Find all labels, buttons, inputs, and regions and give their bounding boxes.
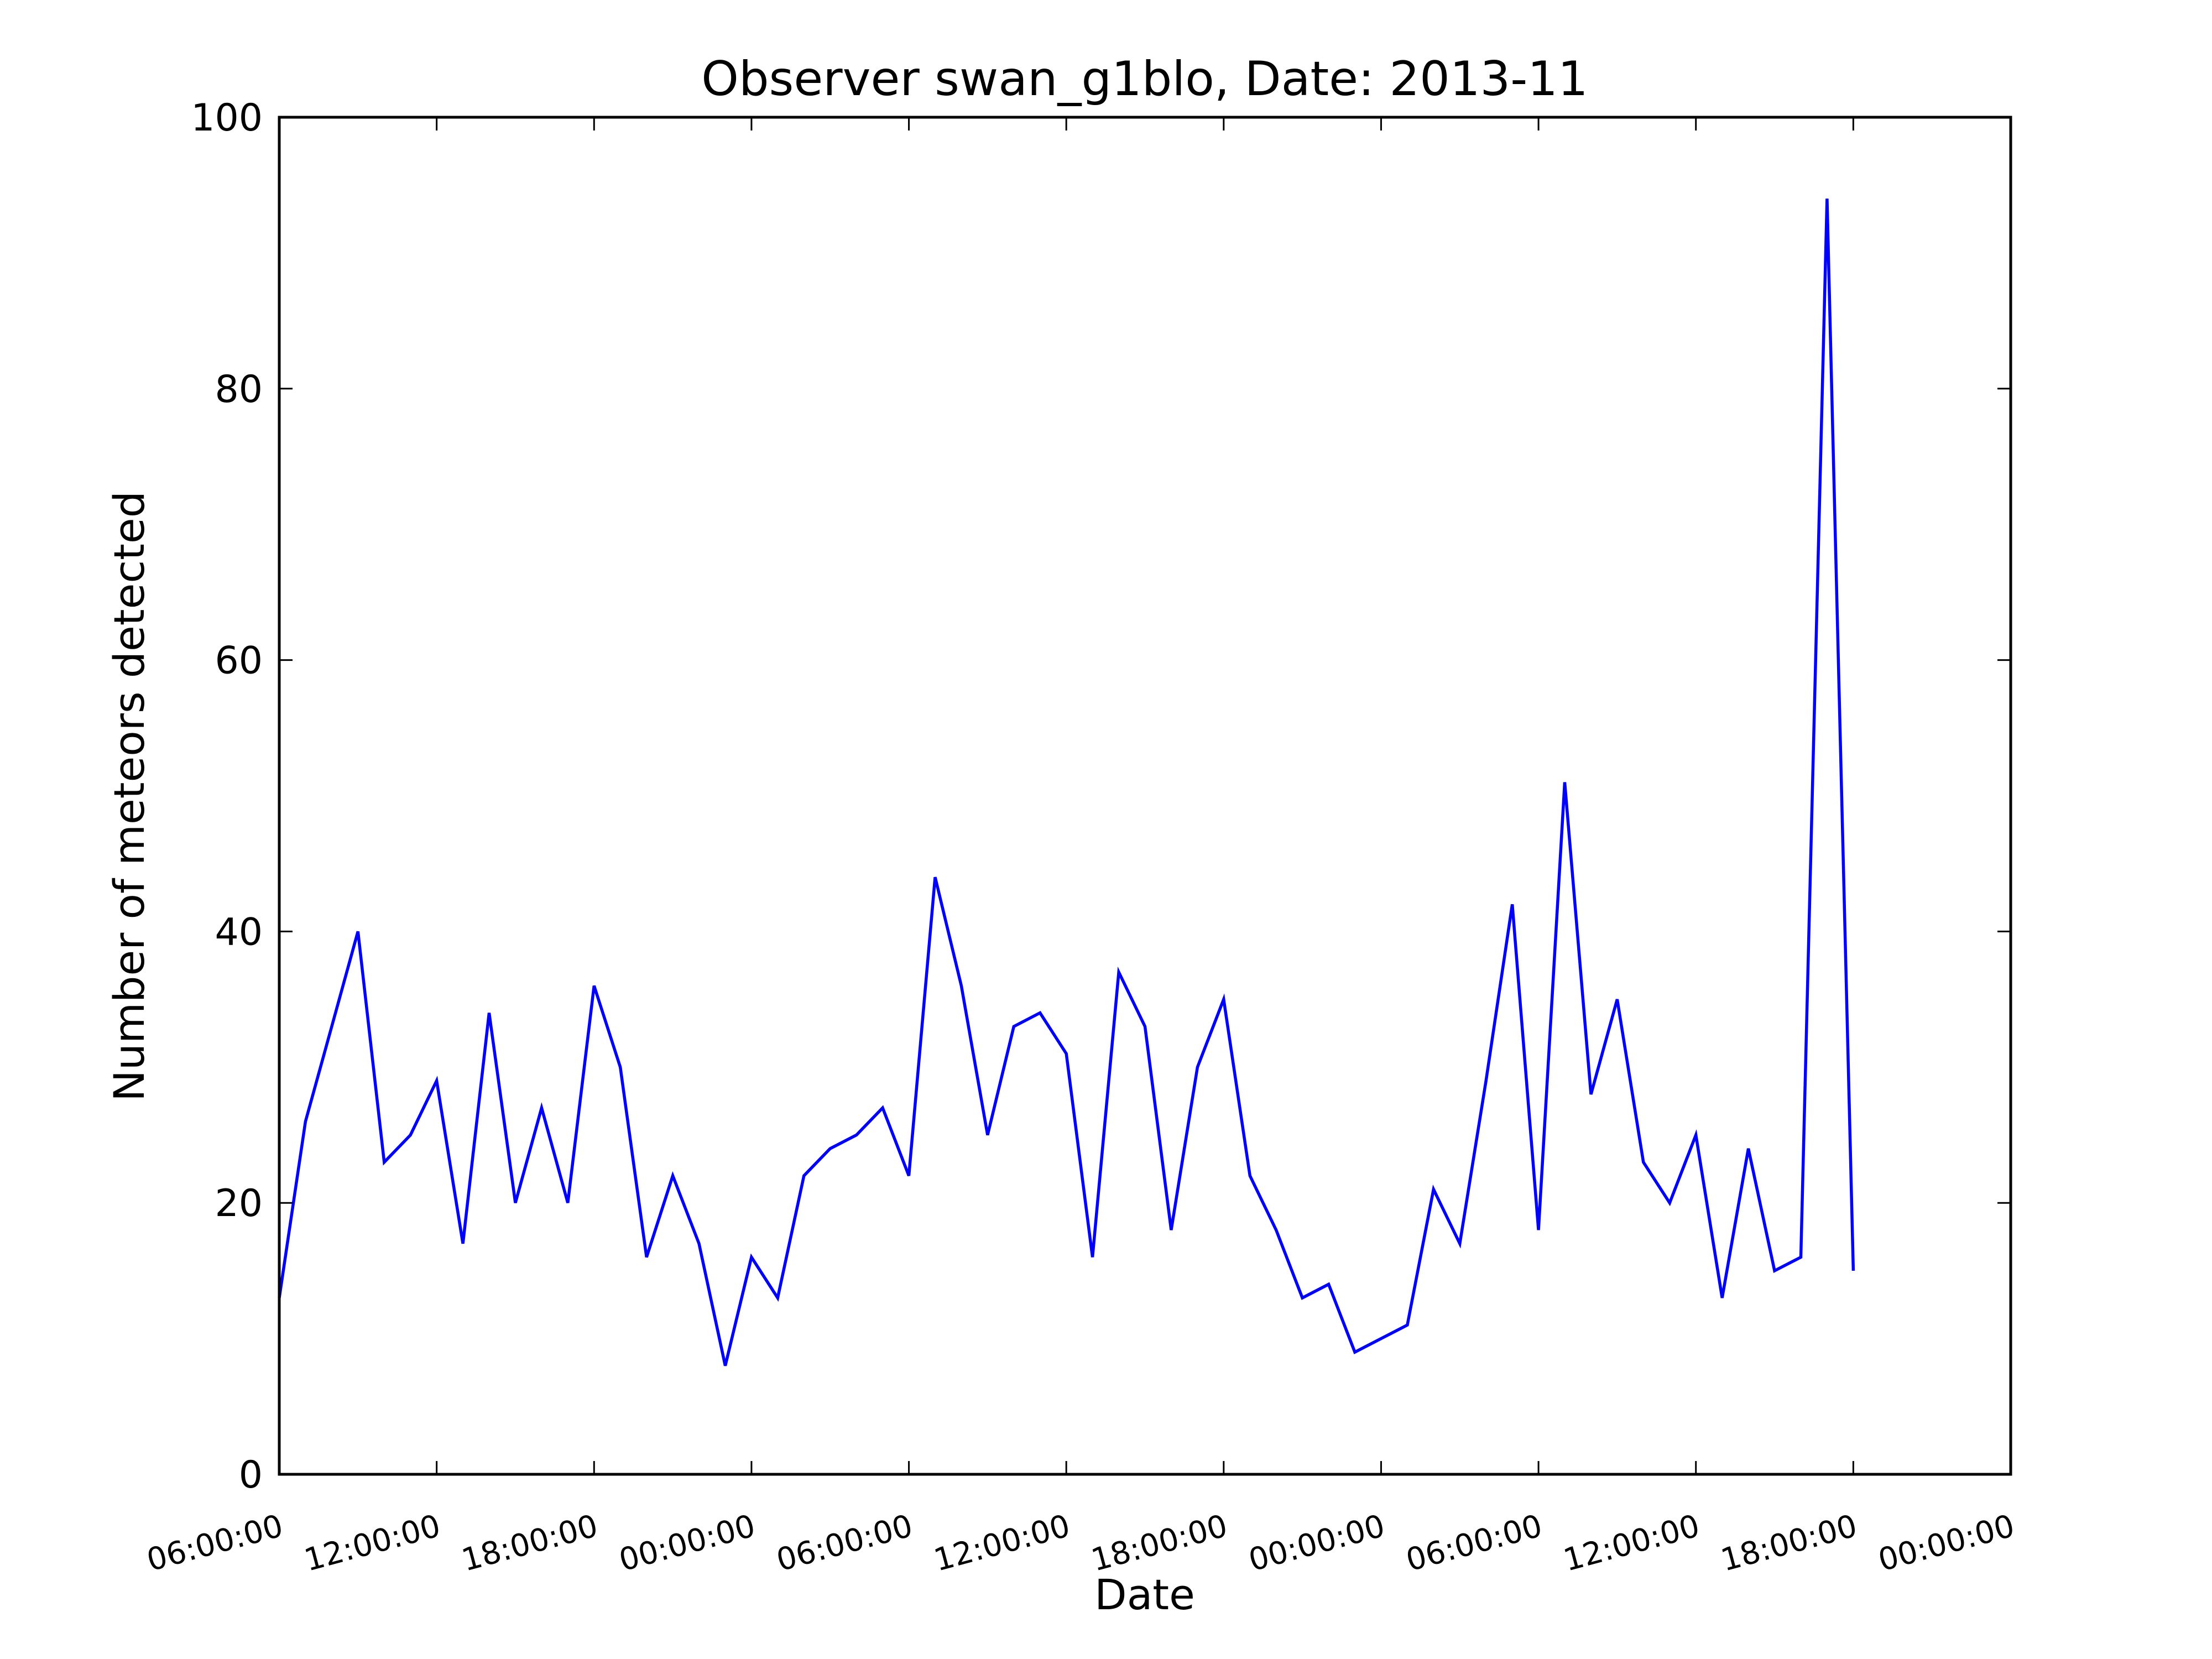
x-tick-label: 18:00:00	[458, 1508, 602, 1579]
x-tick-label: 00:00:00	[615, 1508, 759, 1579]
x-tick-label: 06:00:00	[773, 1508, 916, 1579]
x-tick-label: 12:00:00	[930, 1508, 1074, 1579]
x-tick-label: 18:00:00	[1088, 1508, 1232, 1579]
x-tick-label: 06:00:00	[143, 1508, 287, 1579]
y-tick-label: 60	[215, 639, 263, 683]
plot-frame	[278, 116, 2012, 1476]
y-tick-label: 80	[215, 368, 263, 411]
x-tick-label: 12:00:00	[1560, 1508, 1704, 1579]
x-tick-label: 00:00:00	[1245, 1508, 1389, 1579]
x-tick-label: 12:00:00	[300, 1508, 444, 1579]
y-tick-label: 20	[215, 1182, 263, 1225]
y-tick-label: 40	[215, 910, 263, 954]
y-tick-label: 100	[191, 96, 263, 140]
x-tick-label: 18:00:00	[1717, 1508, 1861, 1579]
series-line	[278, 199, 1855, 1366]
y-axis-label: Number of meteors detected	[105, 491, 154, 1102]
x-tick-label: 00:00:00	[1875, 1508, 2018, 1579]
y-tick-label: 0	[239, 1453, 263, 1497]
x-axis-label: Date	[1094, 1570, 1195, 1619]
chart-title: Observer swan_g1blo, Date: 2013-11	[701, 51, 1588, 107]
x-tick-label: 06:00:00	[1402, 1508, 1546, 1579]
